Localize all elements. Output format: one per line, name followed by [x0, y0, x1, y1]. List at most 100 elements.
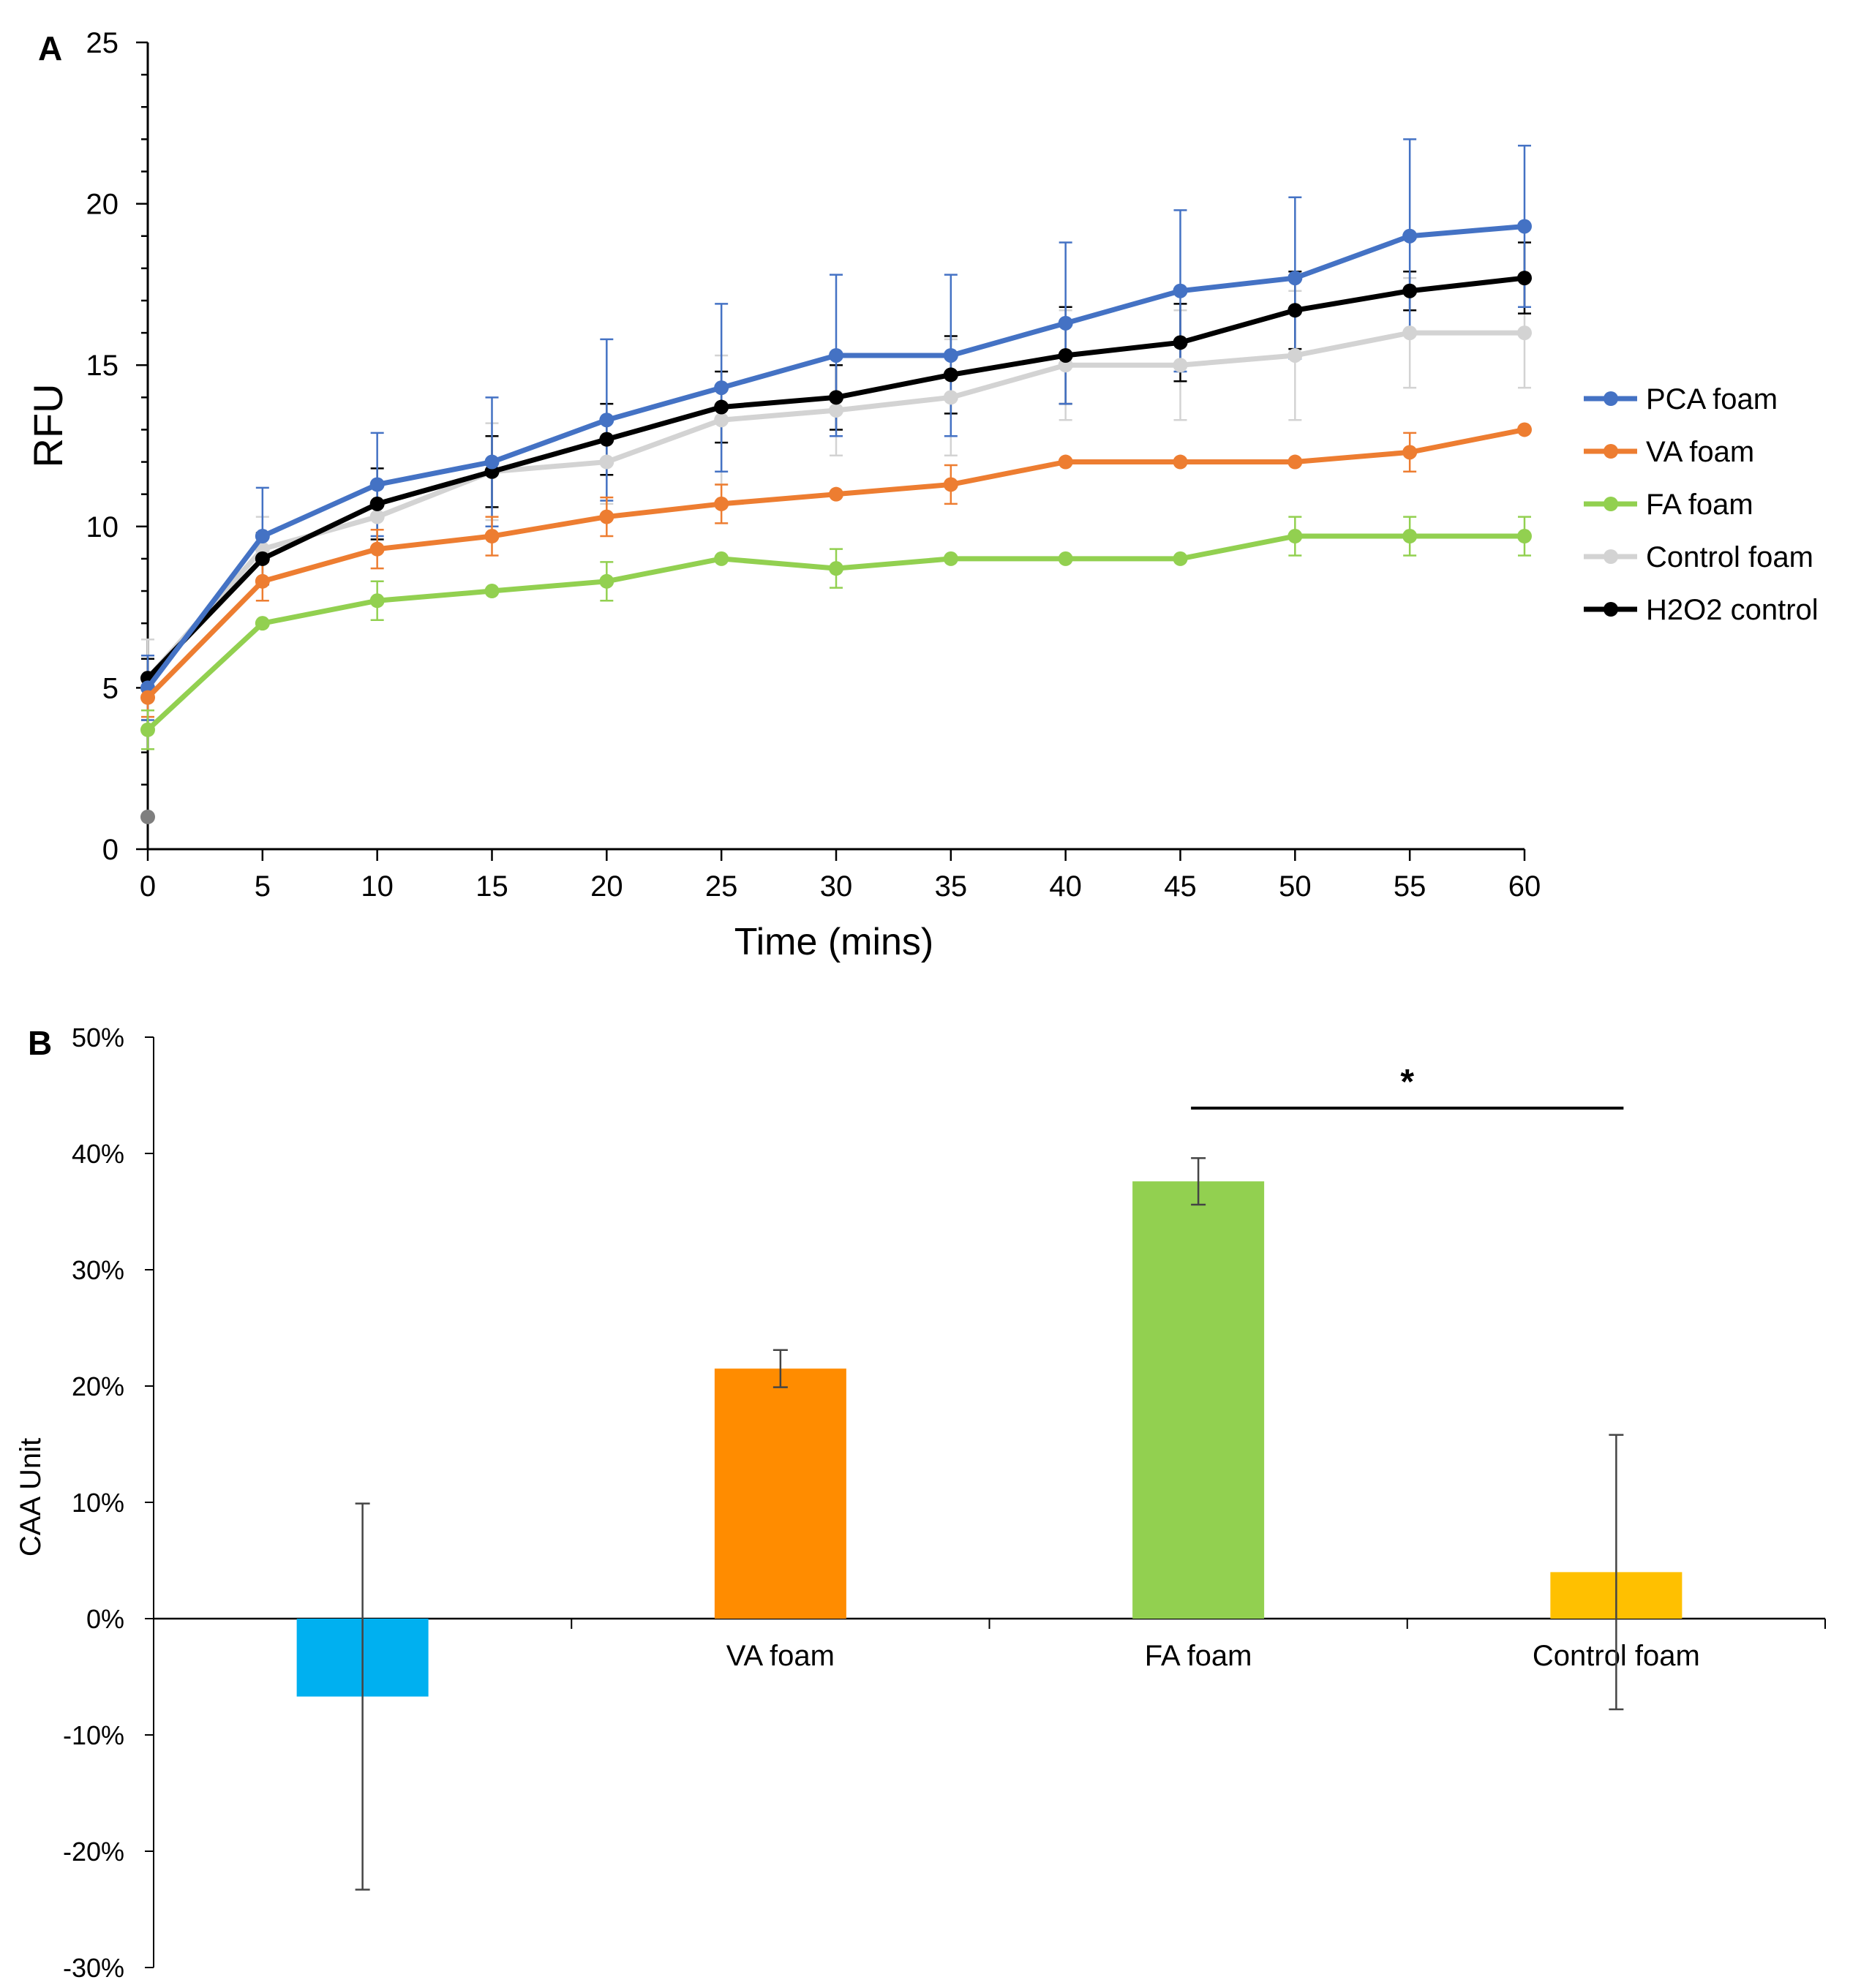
data-point [1402, 283, 1418, 298]
legend-marker [1604, 391, 1618, 406]
data-point [255, 616, 270, 631]
data-point [599, 509, 614, 524]
data-point [1402, 445, 1418, 460]
x-tick-label: 55 [1394, 870, 1426, 903]
data-point [1173, 454, 1188, 470]
y-tick-label: -20% [63, 1837, 124, 1867]
data-point [369, 477, 385, 492]
x-tick-label: 20 [590, 870, 623, 903]
data-point [1173, 335, 1188, 350]
x-tick-label: 50 [1279, 870, 1312, 903]
data-point [1058, 454, 1073, 470]
data-point [599, 454, 614, 470]
data-point [484, 454, 500, 470]
category-label: FA foam [1145, 1640, 1252, 1672]
legend-label: VA foam [1646, 436, 1754, 468]
data-point [1058, 347, 1073, 363]
legend-marker [1604, 497, 1618, 511]
y-tick-label: 5 [102, 672, 119, 704]
panel-a-label: A [38, 29, 62, 67]
data-point [1402, 325, 1418, 341]
data-point [943, 551, 958, 566]
data-point [1517, 271, 1532, 286]
data-point [714, 380, 729, 396]
data-point [943, 367, 958, 383]
legend-label: FA foam [1646, 489, 1753, 521]
data-point [1402, 228, 1418, 244]
data-point [829, 390, 843, 405]
panel-b-y-axis-title: CAA Unit [15, 1438, 47, 1556]
data-point [1173, 283, 1188, 298]
y-tick-label: 10% [72, 1488, 124, 1518]
data-point [369, 509, 385, 524]
data-point [714, 496, 729, 511]
legend-marker [1604, 444, 1618, 459]
category-label: VA foam [726, 1640, 835, 1672]
legend-label: Control foam [1646, 541, 1813, 573]
data-point [1517, 219, 1532, 234]
data-point [255, 551, 270, 566]
legend-label: PCA foam [1646, 383, 1778, 415]
panel-a-y-axis-title: RFU [25, 383, 71, 467]
data-point [829, 561, 843, 576]
x-tick-label: 40 [1049, 870, 1082, 903]
x-tick-label: 35 [935, 870, 968, 903]
data-point [599, 432, 614, 447]
y-tick-label: 50% [72, 1023, 124, 1053]
y-tick-label: 15 [86, 350, 119, 382]
data-point [1517, 325, 1532, 341]
data-point [140, 690, 155, 705]
y-tick-label: 0 [102, 834, 119, 866]
y-tick-label: -30% [63, 1953, 124, 1983]
data-point [1058, 315, 1073, 331]
data-point [369, 496, 385, 511]
data-point [1287, 347, 1303, 363]
data-point [1517, 529, 1532, 544]
data-point [714, 551, 729, 566]
data-point [943, 390, 958, 405]
data-point [484, 529, 500, 544]
data-point [829, 402, 843, 418]
y-tick-label: 30% [72, 1255, 124, 1285]
data-point [1287, 271, 1303, 286]
x-tick-label: 5 [255, 870, 271, 903]
x-tick-label: 30 [820, 870, 853, 903]
data-point [140, 722, 155, 737]
data-point [1173, 551, 1188, 566]
panel-a-line-chart: A RFU Time (mins) 0 5 10 15 20 25 0 5 10 15 20 25 30… [25, 27, 1819, 963]
bar [1132, 1181, 1265, 1619]
legend-marker [1604, 602, 1618, 617]
y-tick-label: -10% [63, 1720, 124, 1750]
x-tick-label: 10 [361, 870, 394, 903]
data-point [1058, 551, 1073, 566]
data-point [599, 413, 614, 428]
data-point [714, 413, 729, 428]
data-point [1173, 358, 1188, 373]
data-point [369, 593, 385, 609]
origin-point [140, 809, 155, 824]
significance-label: * [1400, 1063, 1414, 1102]
data-point [829, 347, 843, 363]
y-tick-label: 20 [86, 189, 119, 221]
y-tick-label: 10 [86, 511, 119, 543]
legend-marker [1604, 549, 1618, 564]
panel-b-label: B [28, 1024, 52, 1062]
data-point [943, 477, 958, 492]
panel-b-bar-chart: B CAA Unit -30% -20% -10% 0% 10% 20% 30% 40% 50%… [15, 1023, 1826, 1983]
data-point [255, 529, 270, 544]
bar [714, 1368, 846, 1619]
data-point [1287, 529, 1303, 544]
x-tick-label: 60 [1508, 870, 1541, 903]
y-tick-label: 20% [72, 1371, 124, 1401]
y-tick-label: 25 [86, 27, 119, 59]
data-point [714, 399, 729, 415]
x-tick-label: 15 [475, 870, 508, 903]
data-point [1402, 529, 1418, 544]
data-point [943, 347, 958, 363]
data-point [369, 541, 385, 557]
data-point [1287, 303, 1303, 318]
data-point [829, 486, 843, 502]
data-point [1517, 422, 1532, 437]
panel-a-x-axis-title: Time (mins) [734, 921, 934, 963]
